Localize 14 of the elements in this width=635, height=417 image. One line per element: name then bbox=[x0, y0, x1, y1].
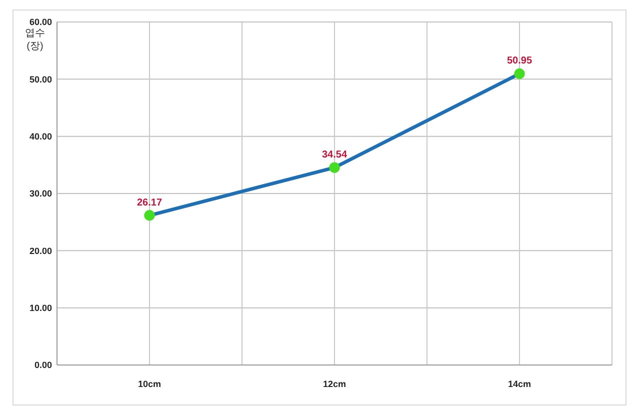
x-tick-label: 10cm bbox=[138, 379, 162, 389]
y-tick-label: 10.00 bbox=[29, 302, 52, 313]
y-tick-label: 50.00 bbox=[29, 74, 52, 84]
y-tick-label: 0.00 bbox=[34, 360, 52, 370]
x-tick-label: 12cm bbox=[322, 379, 346, 389]
y-tick-label: 20.00 bbox=[29, 246, 52, 256]
y-tick-label: 40.00 bbox=[29, 131, 52, 142]
x-tick-label: 14cm bbox=[508, 379, 532, 389]
data-label: 26.17 bbox=[136, 197, 162, 208]
y-tick-label: 30.00 bbox=[29, 188, 52, 199]
y-axis-title: 엽수(장) bbox=[25, 28, 45, 52]
data-label: 50.95 bbox=[506, 56, 532, 67]
data-label: 34.54 bbox=[322, 150, 348, 161]
y-tick-label: 60.00 bbox=[29, 17, 52, 28]
